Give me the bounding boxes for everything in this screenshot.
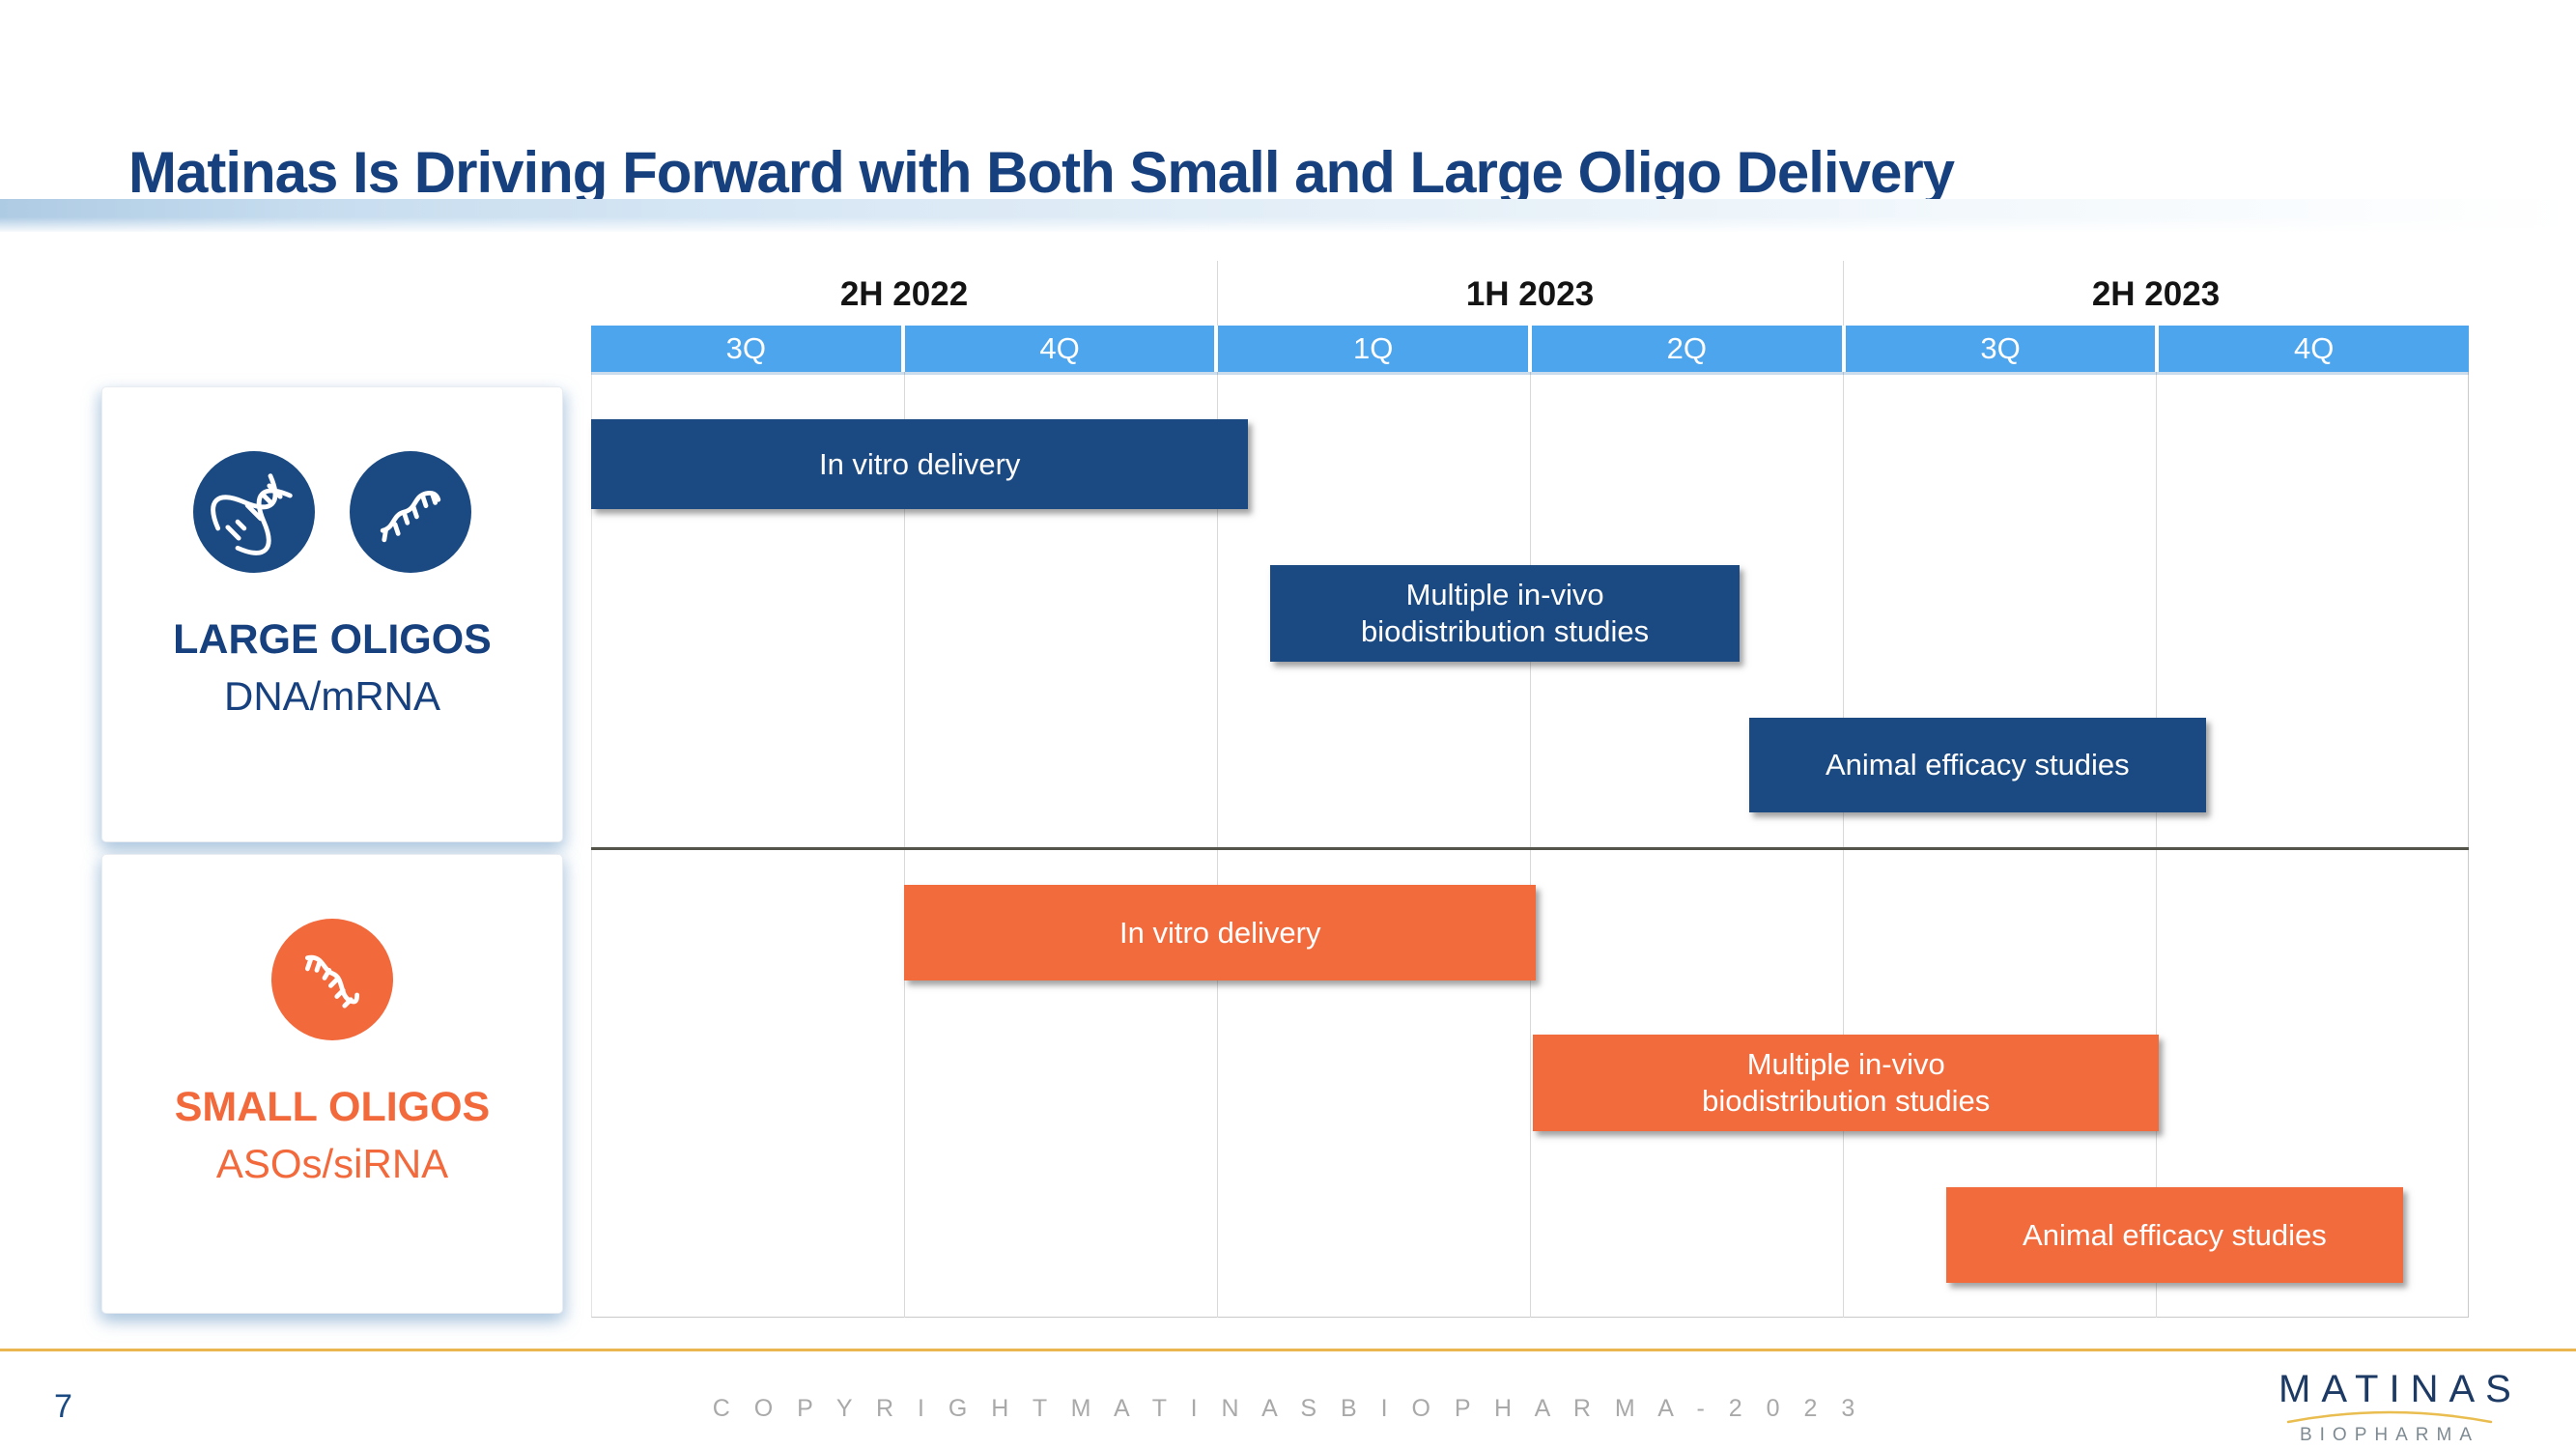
half-year-label: 1H 2023 xyxy=(1465,274,1595,313)
gantt-bar-label: Animal efficacy studies xyxy=(2023,1217,2327,1252)
halfyear-divider-line xyxy=(1843,261,1844,326)
half-year-label: 2H 2023 xyxy=(2091,274,2221,313)
gantt-bar-large-oligos-3: Animal efficacy studies xyxy=(1748,718,2206,812)
gantt-bar-label: Animal efficacy studies xyxy=(1825,748,2130,781)
gantt-bar-small-oligos-1: In vitro delivery xyxy=(904,885,1537,980)
small-oligos-icon-row xyxy=(102,919,562,1040)
gantt-bar-small-oligos-3: Animal efficacy studies xyxy=(1945,1187,2403,1283)
quarter-gridline xyxy=(1530,372,1531,1318)
logo-wordmark: MATINAS xyxy=(2279,1368,2522,1410)
halfyear-divider-line xyxy=(1217,261,1218,326)
large-oligos-subtitle: DNA/mRNA xyxy=(223,673,440,719)
large-oligos-icon-row xyxy=(102,451,562,573)
half-year-label: 2H 2022 xyxy=(839,274,969,313)
sirna-icon xyxy=(271,919,393,1040)
dna-icon xyxy=(193,451,315,573)
logo-subtext: BIOPHARMA xyxy=(2299,1425,2480,1445)
gantt-bar-label: Multiple in-vivo biodistribution studies xyxy=(1702,1047,1991,1118)
copyright-text: C O P Y R I G H T M A T I N A S B I O P … xyxy=(712,1395,1864,1422)
quarter-label: 1Q xyxy=(1218,326,1533,372)
small-oligos-card: SMALL OLIGOS ASOs/siRNA xyxy=(101,854,563,1314)
gantt-bar-large-oligos-1: In vitro delivery xyxy=(591,419,1249,509)
quarter-gridline xyxy=(2156,372,2157,1318)
gantt-bar-label: In vitro delivery xyxy=(1119,915,1321,950)
gantt-bar-label: Multiple in-vivo biodistribution studies xyxy=(1361,578,1650,648)
title-underline-band xyxy=(0,199,2576,232)
footer-gold-line xyxy=(0,1349,2576,1351)
large-oligos-title: LARGE OLIGOS xyxy=(173,616,492,663)
gantt-bar-small-oligos-2: Multiple in-vivo biodistribution studies xyxy=(1533,1035,2160,1131)
quarter-label: 2Q xyxy=(1532,326,1846,372)
lane-divider-line xyxy=(591,847,2469,850)
page-number: 7 xyxy=(54,1388,72,1425)
mrna-icon xyxy=(350,451,471,573)
logo-swoosh-arc xyxy=(2286,1410,2493,1424)
timeline-halfyear-row: 2H 2022 1H 2023 2H 2023 xyxy=(591,263,2469,326)
page-title: Matinas Is Driving Forward with Both Sma… xyxy=(128,140,1955,206)
quarter-label: 4Q xyxy=(2294,331,2335,365)
quarter-label: 3Q xyxy=(591,326,905,372)
timeline-quarter-bar: 3Q 4Q 1Q 2Q 3Q 4Q xyxy=(591,326,2469,372)
matinas-logo: MATINAS BIOPHARMA xyxy=(2279,1368,2522,1446)
small-oligos-title: SMALL OLIGOS xyxy=(174,1084,491,1130)
small-oligos-subtitle: ASOs/siRNA xyxy=(215,1141,449,1186)
quarter-gridline xyxy=(1217,372,1218,1318)
quarter-label: 3Q xyxy=(1846,326,2160,372)
gantt-bar-large-oligos-2: Multiple in-vivo biodistribution studies xyxy=(1270,565,1741,662)
quarter-gridline xyxy=(904,372,905,1318)
quarter-gridline xyxy=(1843,372,1844,1318)
large-oligos-card: LARGE OLIGOS DNA/mRNA xyxy=(101,386,563,842)
quarter-label: 4Q xyxy=(905,326,1219,372)
gantt-bar-label: In vitro delivery xyxy=(818,446,1021,481)
